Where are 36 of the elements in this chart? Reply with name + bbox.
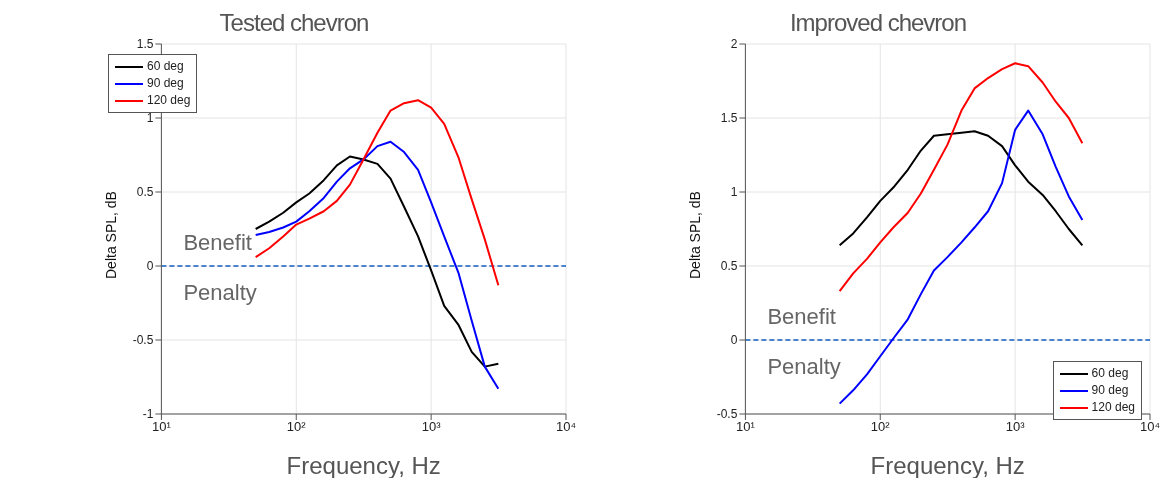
x-tick-label: 10¹ [151, 419, 172, 435]
annotation: Benefit [183, 229, 252, 255]
x-tick-label: 10⁴ [555, 419, 577, 435]
x-tick-label: 10¹ [735, 419, 756, 435]
y-tick-label: 1 [730, 185, 738, 200]
y-tick-label: -0.5 [132, 333, 154, 348]
y-tick-label: 1 [146, 111, 154, 126]
legend-label: 90 deg [1091, 382, 1129, 399]
annotation: Penalty [767, 353, 841, 379]
chart-title: Tested chevron [218, 8, 370, 38]
line-series [838, 62, 1084, 293]
y-tick-label: 2 [730, 37, 738, 52]
annotation: Benefit [767, 303, 836, 329]
legend-label: 120 deg [147, 92, 191, 109]
annotation: Penalty [183, 279, 257, 305]
line-series [838, 130, 1084, 247]
y-tick-label: -1 [142, 407, 154, 422]
x-tick-label: 10² [870, 419, 891, 435]
legend-label: 120 deg [1091, 399, 1135, 416]
y-tick-label: -0.5 [716, 407, 738, 422]
y-tick-label: 1.5 [720, 111, 738, 126]
chart-title: Improved chevron [788, 8, 968, 38]
y-tick-label: 0 [730, 333, 738, 348]
y-tick-label: 0 [146, 259, 154, 274]
y-tick-label: 1.5 [136, 37, 154, 52]
y-tick-label: 0.5 [136, 185, 154, 200]
y-tick-label: 0.5 [720, 259, 738, 274]
x-tick-label: 10³ [1005, 419, 1026, 435]
x-tick-label: 10³ [421, 419, 442, 435]
legend-label: 60 deg [147, 58, 184, 75]
legend-label: 90 deg [147, 75, 184, 92]
y-axis-title: Delta SPL, dB [687, 191, 704, 279]
x-tick-label: 10² [286, 419, 307, 435]
legend-label: 60 deg [1091, 365, 1129, 382]
x-tick-label: 10⁴ [1139, 419, 1161, 435]
y-axis-title: Delta SPL, dB [103, 191, 120, 279]
